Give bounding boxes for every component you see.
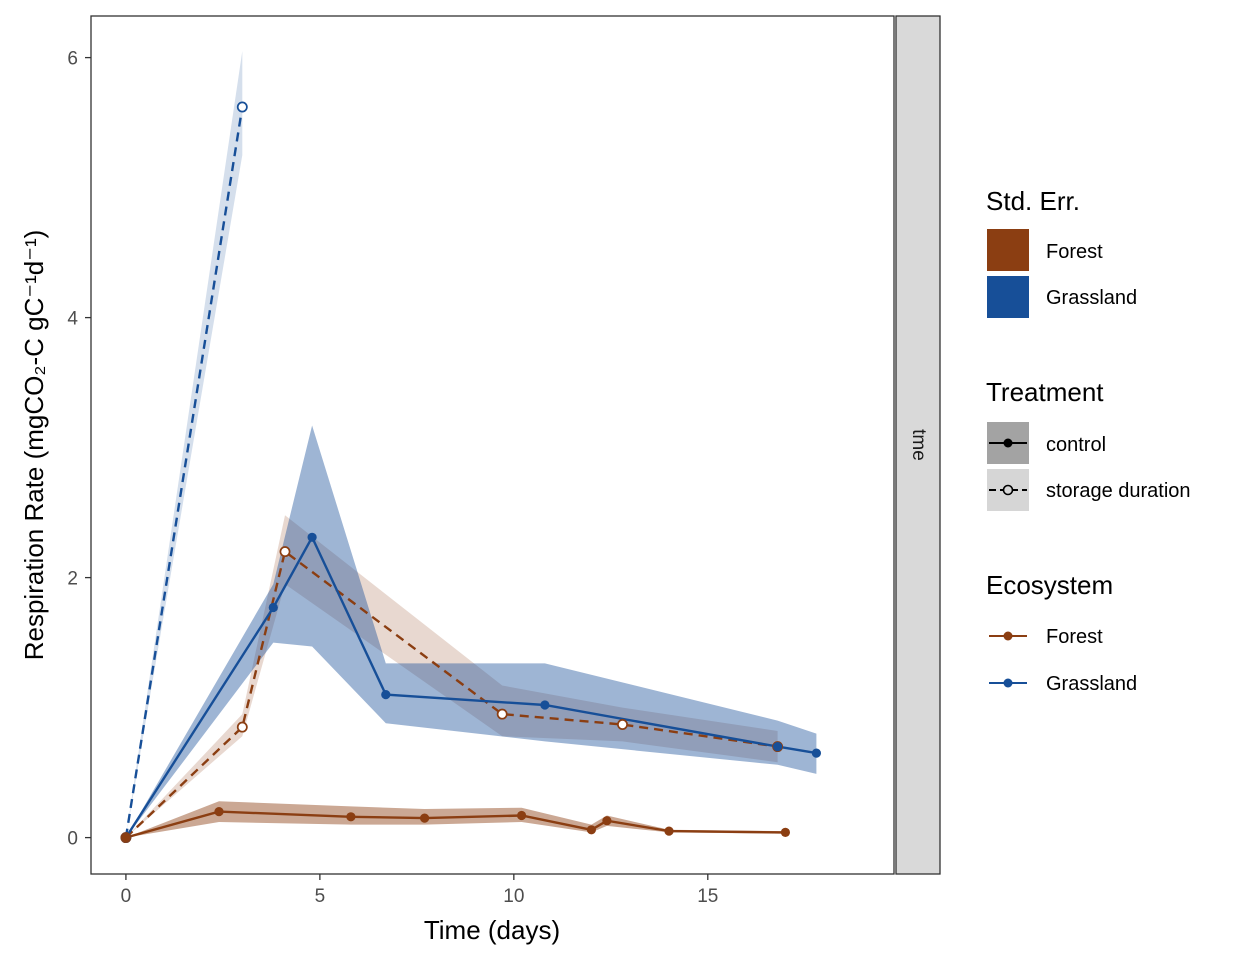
data-point-forest-control [664,826,674,836]
legend-stderr: Std. Err. Forest Grassland [986,186,1137,318]
series-line-grassland-storage-duration [124,106,244,838]
series-points [120,101,822,844]
data-point-forest-control [780,827,791,838]
x-axis-title: Time (days) [424,915,560,945]
legend-stderr-title: Std. Err. [986,186,1080,216]
data-point-forest-control [420,813,430,823]
y-tick-label: 0 [67,829,78,850]
y-tick-label: 2 [67,569,78,590]
legend-stderr-label-grassland: Grassland [1046,287,1137,309]
data-point-grassland-control [307,532,317,542]
data-point-forest-control [602,816,612,826]
legend-ecosystem-label-forest: Forest [1046,626,1103,648]
legend-treatment-label-control: control [1046,434,1106,456]
legend-ecosystem-label-grassland: Grassland [1046,673,1137,695]
stderr-band-forest-control [125,801,786,838]
data-point-forest-control [121,833,131,843]
y-tick-label: 4 [67,309,78,330]
data-point-grassland-control [540,700,550,710]
data-point-forest-control [214,807,224,817]
data-point-grassland-control [773,742,783,752]
legend-stderr-swatch-grassland [987,276,1029,318]
legend-treatment-label-storage: storage duration [1046,480,1191,502]
x-axis: 0 5 10 15 [121,874,718,907]
stderr-band-grassland-control [125,425,817,838]
x-tick-label: 0 [121,886,132,907]
facet-strip [895,15,941,875]
data-point-forest-storage-duration [496,708,508,720]
y-tick-label: 6 [67,49,78,70]
data-point-grassland-control [811,748,822,758]
plot-panel-border [90,15,895,875]
data-point-forest-storage-duration [617,719,628,730]
data-point-forest-control [586,825,597,835]
data-point-grassland-control [268,602,278,613]
x-tick-label: 10 [503,886,524,907]
data-point-grassland-storage-duration [236,101,248,113]
legend-treatment: Treatment control storage duration [986,377,1191,511]
stderr-band-forest-storage-duration [125,515,778,838]
x-tick-label: 5 [315,886,326,907]
legend-stderr-swatch-forest [987,229,1029,271]
x-tick-label: 15 [697,886,718,907]
stderr-band-grassland-storage-duration [125,51,243,838]
legend-ecosystem: Ecosystem Forest Grassland [986,570,1137,695]
data-point-grassland-control [381,690,391,700]
legend-ecosystem-marker-forest [1003,631,1013,641]
data-point-forest-storage-duration [236,721,248,733]
y-axis-title: Respiration Rate (mgCO₂-C gC⁻¹d⁻¹) [19,230,49,661]
stderr-bands [125,51,817,838]
legend-treatment-title: Treatment [986,377,1104,407]
data-point-forest-control [517,810,527,821]
data-point-forest-control [346,812,356,822]
y-axis: 0 2 4 6 [67,49,91,850]
legend-ecosystem-title: Ecosystem [986,570,1113,600]
legend-treatment-marker-storage [1002,484,1014,496]
facet-strip-label: tme [908,429,929,461]
data-point-forest-storage-duration [279,546,291,558]
plot-panel-background [91,16,894,874]
legend-stderr-label-forest: Forest [1046,241,1103,263]
legend-treatment-marker-control [1003,438,1013,448]
legend-ecosystem-marker-grassland [1003,678,1013,688]
